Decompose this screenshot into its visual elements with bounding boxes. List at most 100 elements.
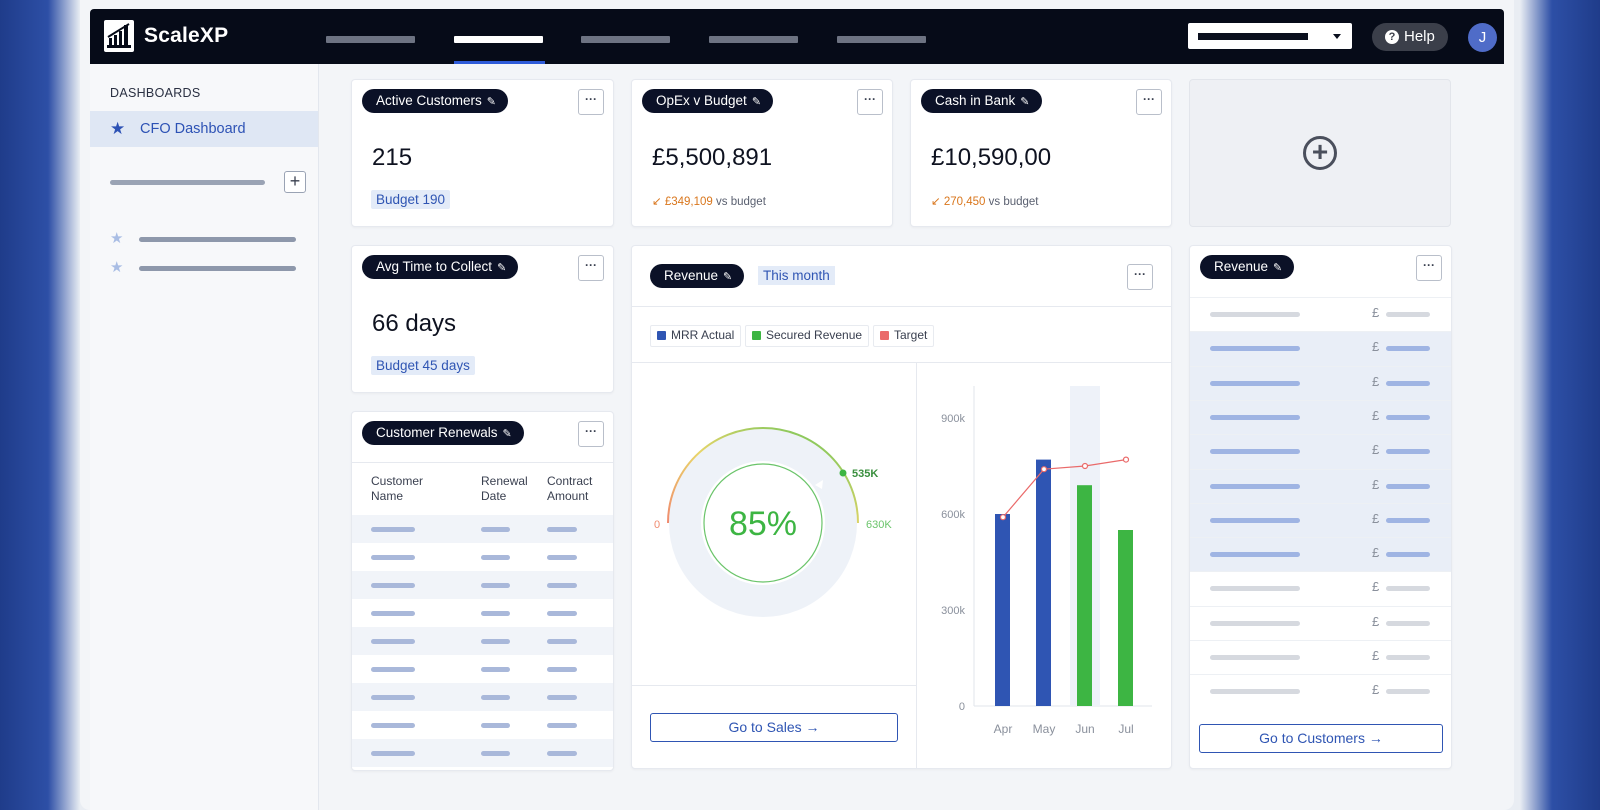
list-item[interactable]: £ <box>1190 640 1451 675</box>
opex-card: OpEx v Budget ✎ ··· £5,500,891 ↙ £349,109… <box>631 79 893 227</box>
company-select[interactable] <box>1188 23 1352 49</box>
table-row[interactable] <box>352 599 613 627</box>
add-circle-icon[interactable]: + <box>1303 136 1337 170</box>
star-icon: ★ <box>110 230 124 247</box>
more-options-button[interactable]: ··· <box>578 89 604 115</box>
item-label-placeholder <box>1210 552 1300 558</box>
table-row[interactable] <box>352 571 613 599</box>
list-item[interactable]: £ <box>1190 365 1451 401</box>
x-tick-label: May <box>1033 722 1056 736</box>
cell-placeholder <box>547 583 577 588</box>
sidebar-item-label: CFO Dashboard <box>140 121 246 137</box>
bar-may <box>1036 459 1051 706</box>
sidebar-item-cfo-dashboard[interactable]: ★ CFO Dashboard <box>90 111 318 147</box>
item-label-placeholder <box>1210 586 1300 592</box>
cell-placeholder <box>371 555 415 560</box>
column-header-renewal-date[interactable]: Renewal Date <box>481 474 528 503</box>
legend-mrr-actual[interactable]: MRR Actual <box>650 325 742 347</box>
item-label-placeholder <box>1210 483 1300 489</box>
cell-placeholder <box>481 583 510 588</box>
add-widget-card[interactable]: + <box>1189 79 1451 227</box>
card-title-pill[interactable]: OpEx v Budget ✎ <box>642 89 774 113</box>
card-title-pill[interactable]: Revenue ✎ <box>650 264 745 288</box>
list-item[interactable]: £ <box>1190 434 1451 470</box>
nav-item-5[interactable] <box>837 36 926 43</box>
more-options-button[interactable]: ··· <box>857 89 883 115</box>
logo-icon[interactable] <box>104 20 134 52</box>
legend-target[interactable]: Target <box>873 325 935 347</box>
more-options-button[interactable]: ··· <box>578 255 604 281</box>
nav-item-1[interactable] <box>326 36 415 43</box>
brand-name: ScaleXP <box>144 24 229 47</box>
go-to-sales-button[interactable]: Go to Sales → <box>650 713 898 742</box>
legend-secured-revenue[interactable]: Secured Revenue <box>745 325 870 347</box>
cell-placeholder <box>547 723 577 728</box>
item-label-placeholder <box>1210 449 1300 455</box>
help-button[interactable]: ? Help <box>1372 23 1448 51</box>
currency-symbol: £ <box>1372 442 1380 458</box>
more-options-button[interactable]: ··· <box>1416 255 1442 281</box>
arrow-down-left-icon: ↙ <box>931 196 941 208</box>
more-options-button[interactable]: ··· <box>1136 89 1162 115</box>
cell-placeholder <box>547 555 577 560</box>
cell-placeholder <box>547 695 577 700</box>
item-value-placeholder <box>1386 517 1430 523</box>
table-row[interactable] <box>352 515 613 543</box>
avatar[interactable]: J <box>1468 23 1497 52</box>
list-item[interactable]: £ <box>1190 537 1451 573</box>
column-header-customer-name[interactable]: Customer Name <box>371 474 424 503</box>
table-row[interactable] <box>352 543 613 571</box>
list-item[interactable]: £ <box>1190 571 1451 606</box>
item-label-placeholder <box>1210 620 1300 626</box>
target-line <box>1002 459 1127 518</box>
list-item[interactable]: £ <box>1190 605 1451 641</box>
add-dashboard-button[interactable]: + <box>284 171 306 193</box>
card-title-pill[interactable]: Avg Time to Collect ✎ <box>362 255 519 279</box>
list-item[interactable]: £ <box>1190 399 1451 435</box>
period-badge[interactable]: This month <box>758 266 835 285</box>
card-title-pill[interactable]: Active Customers ✎ <box>362 89 508 113</box>
card-title-pill[interactable]: Cash in Bank ✎ <box>921 89 1042 113</box>
table-row[interactable] <box>352 711 613 739</box>
card-title-pill[interactable]: Customer Renewals ✎ <box>362 421 524 445</box>
list-item[interactable]: £ <box>1190 674 1451 709</box>
list-item[interactable]: £ <box>1190 502 1451 538</box>
column-header-contract-amount[interactable]: Contract Amount <box>547 474 593 503</box>
list-item[interactable]: £ <box>1190 297 1451 332</box>
nav-item-3[interactable] <box>581 36 670 43</box>
item-label-placeholder <box>1210 517 1300 523</box>
metric-value: £5,500,891 <box>652 144 773 171</box>
table-row[interactable] <box>352 683 613 711</box>
table-row[interactable] <box>352 739 613 767</box>
table-row[interactable] <box>352 627 613 655</box>
currency-symbol: £ <box>1372 545 1380 561</box>
more-options-button[interactable]: ··· <box>578 421 604 447</box>
arrow-down-left-icon: ↙ <box>652 196 662 208</box>
nav-item-2-active[interactable] <box>454 36 543 43</box>
cell-placeholder <box>371 611 415 616</box>
cell-placeholder <box>371 723 415 728</box>
cell-placeholder <box>481 639 510 644</box>
item-label-placeholder <box>1210 380 1300 386</box>
table-row[interactable] <box>352 655 613 683</box>
cell-placeholder <box>371 583 415 588</box>
card-title-pill[interactable]: Revenue ✎ <box>1200 255 1295 279</box>
go-to-customers-button[interactable]: Go to Customers → <box>1199 724 1443 753</box>
nav-item-4[interactable] <box>709 36 798 43</box>
bar-jun <box>1077 485 1092 706</box>
edit-icon: ✎ <box>502 428 512 440</box>
cell-placeholder <box>371 527 415 532</box>
sidebar-favorite-item[interactable]: ★ <box>110 259 300 276</box>
currency-symbol: £ <box>1372 579 1380 595</box>
cash-in-bank-card: Cash in Bank ✎ ··· £10,590,00 ↙ 270,450 v… <box>910 79 1172 227</box>
cell-placeholder <box>481 751 510 756</box>
list-item[interactable]: £ <box>1190 331 1451 367</box>
list-item[interactable]: £ <box>1190 468 1451 504</box>
star-icon: ★ <box>110 259 124 276</box>
currency-symbol: £ <box>1372 373 1380 389</box>
currency-symbol: £ <box>1372 613 1380 629</box>
sidebar-favorite-item[interactable]: ★ <box>110 230 300 247</box>
cell-placeholder <box>547 639 577 644</box>
more-options-button[interactable]: ··· <box>1127 264 1153 290</box>
cell-placeholder <box>547 611 577 616</box>
